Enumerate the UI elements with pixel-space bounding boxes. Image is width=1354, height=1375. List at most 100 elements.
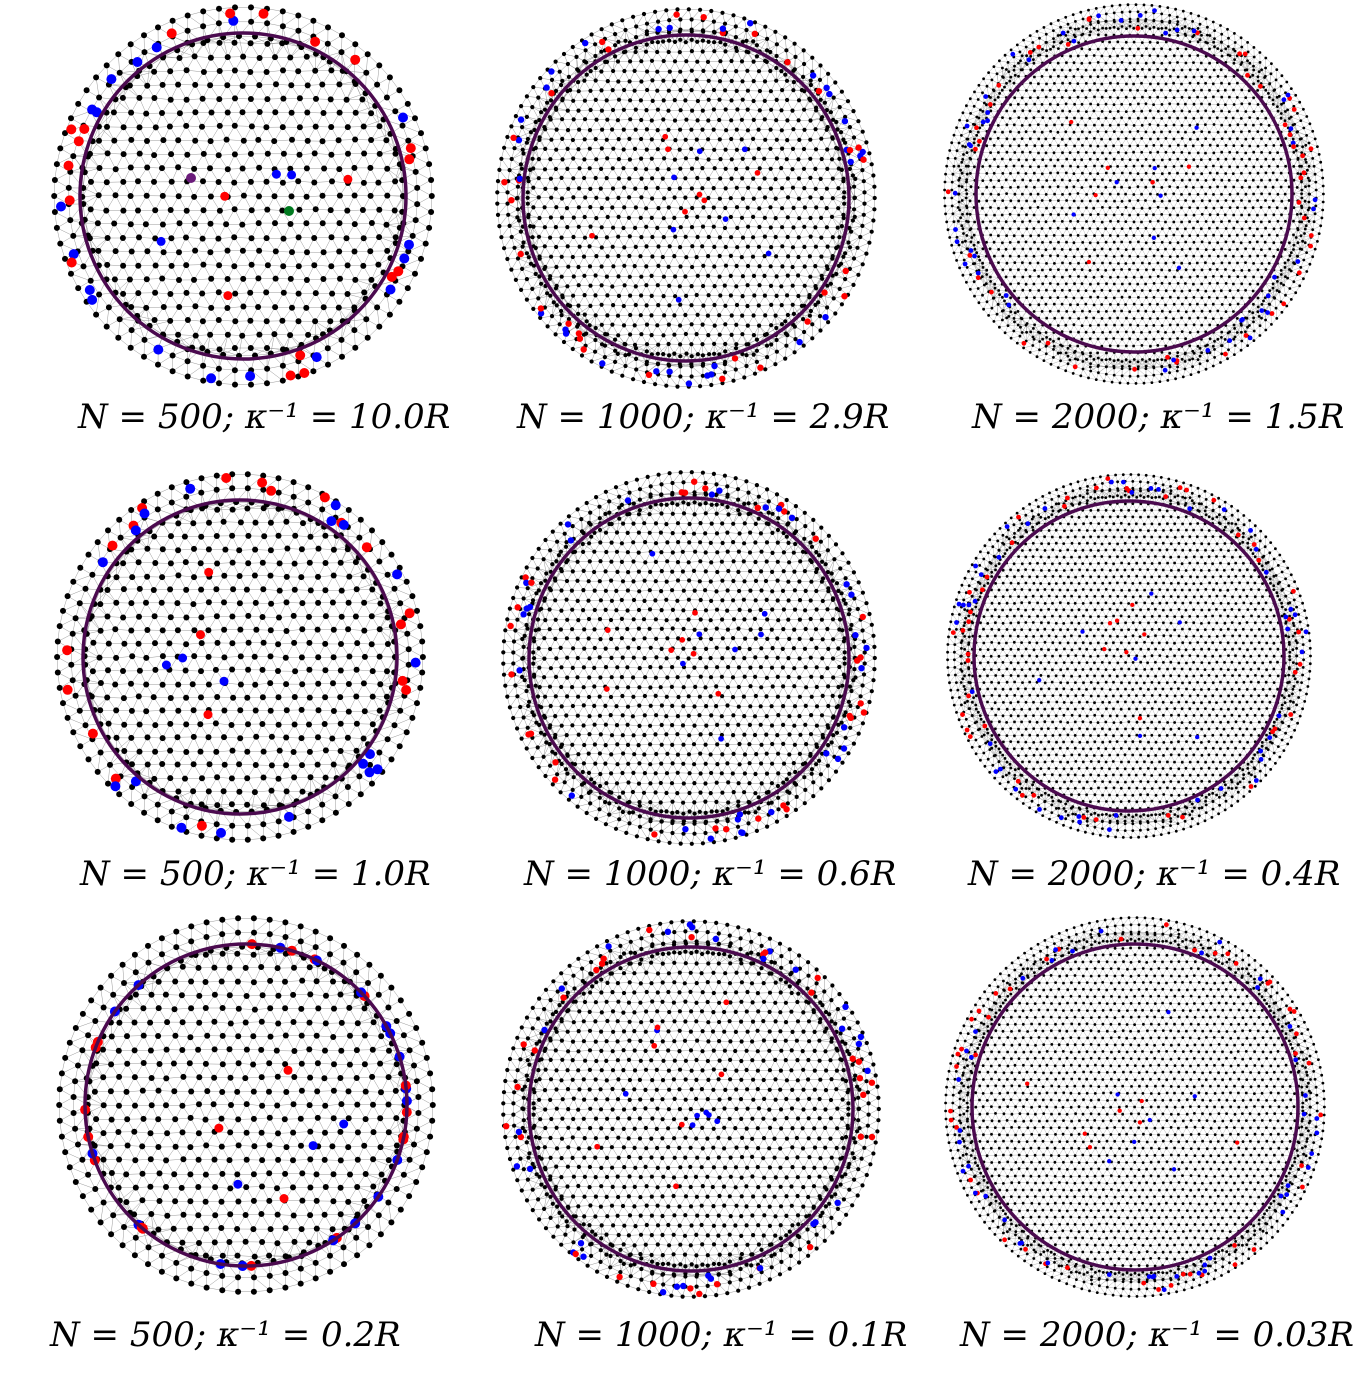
particle: [159, 165, 165, 172]
particle: [136, 585, 143, 592]
particle: [291, 560, 298, 567]
particle: [723, 341, 728, 347]
particle: [969, 172, 972, 175]
particle: [1260, 316, 1263, 320]
particle: [1112, 366, 1116, 370]
particle: [339, 32, 345, 39]
particle: [222, 546, 229, 553]
particle: [1231, 116, 1235, 120]
particle: [1109, 68, 1112, 72]
particle: [834, 245, 839, 251]
defect-plus: [537, 305, 545, 312]
particle: [1289, 251, 1293, 255]
particle: [110, 109, 117, 116]
particle: [991, 296, 995, 300]
particle: [1022, 346, 1025, 350]
particle: [192, 303, 199, 310]
particle: [1308, 179, 1311, 183]
particle: [1168, 227, 1172, 230]
particle: [247, 178, 254, 185]
particle: [1019, 68, 1023, 72]
particle: [667, 363, 672, 368]
particle: [198, 614, 205, 621]
particle: [255, 304, 262, 310]
particle: [1052, 68, 1056, 72]
particle: [1060, 248, 1064, 251]
particle: [351, 221, 358, 228]
particle: [1268, 192, 1272, 196]
particle: [611, 68, 616, 74]
particle: [707, 215, 712, 220]
particle: [1296, 112, 1299, 115]
particle: [1235, 233, 1239, 237]
particle: [69, 630, 76, 637]
particle: [70, 578, 77, 585]
particle: [1276, 165, 1280, 168]
particle: [998, 293, 1001, 296]
particle: [960, 199, 964, 202]
particle: [1008, 144, 1012, 148]
particle: [1132, 150, 1135, 154]
particle: [525, 136, 531, 142]
defect-minus: [1205, 348, 1211, 353]
particle: [1060, 288, 1064, 292]
particle: [127, 193, 134, 199]
particle: [1116, 40, 1120, 44]
particle: [1128, 295, 1132, 299]
particle: [128, 801, 135, 807]
particle: [1213, 29, 1216, 32]
particle: [1017, 282, 1020, 285]
particle: [813, 286, 819, 291]
particle: [159, 546, 166, 553]
particle: [283, 681, 290, 688]
particle: [1116, 206, 1120, 209]
particle: [1001, 172, 1005, 175]
particle: [1192, 296, 1196, 299]
particle: [1283, 192, 1287, 196]
particle: [790, 302, 795, 307]
particle: [279, 362, 286, 369]
particle: [1192, 102, 1196, 106]
particle: [1057, 116, 1060, 120]
particle: [1168, 241, 1172, 245]
particle: [779, 166, 784, 171]
particle: [1188, 289, 1192, 292]
particle: [159, 761, 166, 767]
particle: [985, 268, 989, 272]
particle: [1164, 192, 1167, 196]
particle: [997, 234, 1000, 238]
particle: [1120, 309, 1123, 313]
particle: [551, 300, 556, 305]
defect-plus: [565, 320, 572, 327]
particle: [1001, 116, 1004, 119]
particle: [174, 627, 181, 634]
particle: [837, 286, 842, 291]
particle: [1108, 289, 1112, 292]
particle: [509, 267, 514, 272]
particle: [972, 122, 975, 126]
particle: [1168, 310, 1172, 314]
particle: [661, 117, 666, 122]
particle: [633, 205, 639, 210]
particle: [272, 54, 278, 61]
particle: [720, 381, 725, 386]
particle: [1284, 206, 1287, 210]
particle: [808, 78, 813, 83]
particle: [229, 747, 236, 754]
particle: [1088, 61, 1092, 65]
particle: [689, 284, 694, 289]
particle: [958, 118, 961, 122]
particle: [525, 201, 530, 206]
defect-plus: [220, 191, 230, 201]
particle: [1001, 226, 1004, 230]
particle: [428, 209, 435, 215]
particle: [1048, 226, 1052, 230]
particle: [993, 286, 997, 290]
particle: [338, 49, 345, 56]
particle: [263, 318, 270, 325]
particle: [1104, 372, 1108, 376]
particle: [224, 109, 231, 116]
particle: [1199, 227, 1203, 231]
particle: [1200, 116, 1203, 120]
particle: [495, 179, 501, 184]
